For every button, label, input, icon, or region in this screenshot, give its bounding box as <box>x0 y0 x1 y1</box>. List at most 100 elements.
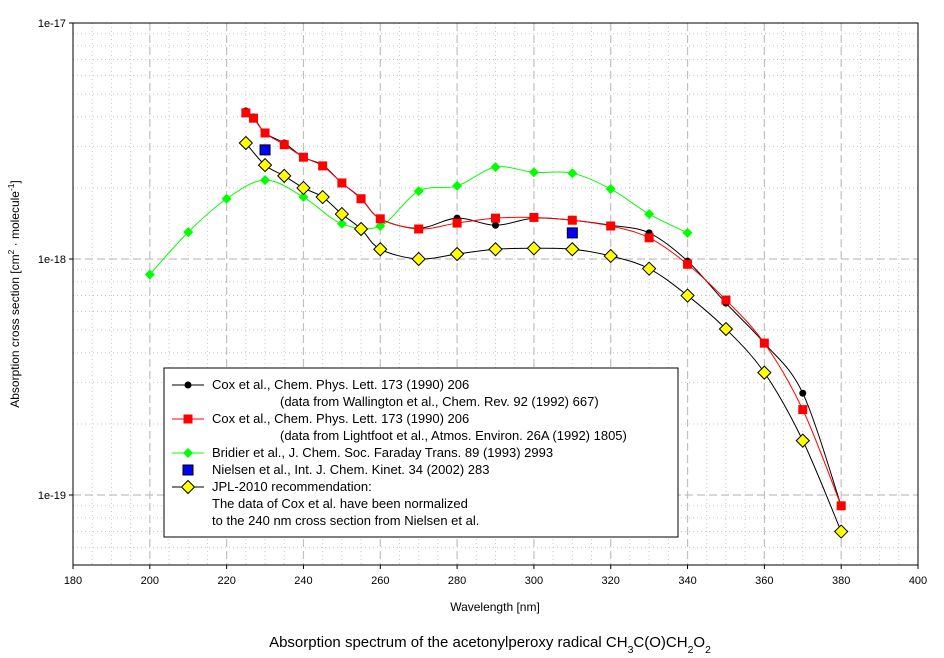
data-point-bridier <box>221 193 232 204</box>
x-tick-label: 220 <box>217 575 235 587</box>
title-segment: Absorption cross section [cm <box>8 254 22 407</box>
title-segment: -1 <box>6 183 16 191</box>
title-segment: C(O)CH <box>633 634 687 651</box>
series-cox-lightfoot <box>241 108 846 511</box>
legend-entry-jpl-note-1: The data of Cox et al. have been normali… <box>212 496 468 511</box>
x-tick-label: 380 <box>832 575 850 587</box>
title-segment: 2 <box>688 644 694 656</box>
data-point-bridier <box>682 227 693 238</box>
x-tick-label: 260 <box>371 575 389 587</box>
data-point-jpl-2010 <box>757 365 772 380</box>
legend-box <box>163 367 679 538</box>
x-tick-label: 300 <box>525 575 543 587</box>
title-segment: · molecule <box>8 191 22 250</box>
legend-marker-jpl-2010 <box>180 479 196 495</box>
legend-marker-bridier <box>183 448 193 458</box>
series-jpl-2010 <box>238 135 849 539</box>
data-point-cox-lightfoot <box>414 224 424 234</box>
data-point-bridier <box>183 227 194 238</box>
data-point-cox-lightfoot <box>683 259 693 269</box>
title-segment: ] <box>8 180 22 183</box>
data-point-jpl-2010 <box>334 206 350 222</box>
data-point-jpl-2010 <box>449 246 465 262</box>
data-point-bridier <box>260 175 271 186</box>
data-point-jpl-2010 <box>795 433 810 448</box>
x-tick-label: 280 <box>448 575 466 587</box>
data-point-cox-lightfoot <box>318 161 328 171</box>
data-point-cox-lightfoot <box>721 295 731 305</box>
data-point-jpl-2010 <box>680 288 695 303</box>
data-point-jpl-2010 <box>565 242 580 257</box>
data-point-bridier <box>567 168 578 179</box>
legend-markers <box>172 381 204 495</box>
data-point-jpl-2010 <box>526 241 542 256</box>
data-point-jpl-2010 <box>238 135 254 151</box>
data-point-cox-lightfoot <box>759 338 769 348</box>
legend-entry-cox-wallington-source: (data from Wallington et al., Chem. Rev.… <box>280 394 599 409</box>
data-point-cox-lightfoot <box>491 213 500 223</box>
data-point-jpl-2010 <box>718 321 734 337</box>
data-point-cox-lightfoot <box>260 128 270 138</box>
data-point-cox-lightfoot <box>606 221 616 231</box>
series-nielsen <box>259 144 578 239</box>
data-point-jpl-2010 <box>353 221 369 237</box>
x-tick-label: 200 <box>141 575 159 587</box>
data-point-jpl-2010 <box>603 248 618 264</box>
data-point-cox-lightfoot <box>279 140 289 150</box>
data-point-bridier <box>528 167 539 178</box>
title-segment: Absorption spectrum of the acetonylperox… <box>269 634 628 651</box>
data-point-bridier <box>298 192 309 203</box>
legend-marker-nielsen <box>182 464 194 476</box>
legend-entry-jpl-note-2: to the 240 nm cross section from Nielsen… <box>212 513 479 528</box>
legend-marker-cox-wallington <box>184 381 192 389</box>
x-tick-label: 360 <box>755 575 773 587</box>
data-point-jpl-2010 <box>488 242 503 257</box>
data-point-cox-lightfoot <box>644 233 654 243</box>
data-point-cox-lightfoot <box>249 113 259 123</box>
data-point-bridier <box>452 180 463 191</box>
legend-entry-jpl: JPL-2010 recommendation: <box>212 479 372 494</box>
x-tick-label: 340 <box>678 575 696 587</box>
data-point-cox-lightfoot <box>798 405 808 415</box>
data-point-cox-lightfoot <box>452 218 462 228</box>
chart-title: Absorption spectrum of the acetonylperox… <box>269 634 711 656</box>
data-point-bridier <box>375 220 386 231</box>
series-layer <box>144 107 849 539</box>
data-point-nielsen <box>566 227 578 239</box>
series-bridier <box>144 162 693 280</box>
y-tick-label: 1e-17 <box>38 18 66 30</box>
data-point-cox-lightfoot <box>356 194 366 204</box>
title-segment: O <box>693 634 705 651</box>
legend-entry-cox-lightfoot-source: (data from Lightfoot et al., Atmos. Envi… <box>280 428 627 443</box>
legend-entry-bridier: Bridier et al., J. Chem. Soc. Faraday Tr… <box>212 445 553 460</box>
data-point-bridier <box>144 269 155 280</box>
x-tick-label: 240 <box>294 575 312 587</box>
x-tick-label: 320 <box>602 575 620 587</box>
data-point-cox-lightfoot <box>529 212 539 222</box>
title-segment: 3 <box>628 644 634 656</box>
data-point-bridier <box>644 209 655 220</box>
data-point-jpl-2010 <box>641 261 657 276</box>
y-axis-label: Absorption cross section [cm2 · molecule… <box>6 180 22 408</box>
x-axis-ticks: 180 200 220 240 260 280 300 320 340 360 380 400 <box>64 565 927 587</box>
data-point-bridier <box>490 162 501 173</box>
data-point-bridier <box>413 186 424 197</box>
legend-entry-cox-wallington: Cox et al., Chem. Phys. Lett. 173 (1990)… <box>212 377 469 392</box>
y-axis-ticks: 1e-17 1e-18 1e-19 <box>38 18 73 502</box>
data-point-bridier <box>605 183 616 194</box>
data-point-jpl-2010 <box>833 524 849 539</box>
x-axis-label: Wavelength [nm] <box>450 600 540 614</box>
data-point-cox-wallington <box>492 221 499 229</box>
data-point-jpl-2010 <box>315 189 330 205</box>
legend-entry-nielsen: Nielsen et al., Int. J. Chem. Kinet. 34 … <box>212 462 489 477</box>
data-point-cox-lightfoot <box>337 178 347 188</box>
data-point-cox-lightfoot <box>241 108 251 118</box>
data-point-jpl-2010 <box>257 157 273 173</box>
data-point-jpl-2010 <box>373 242 388 257</box>
y-tick-label: 1e-19 <box>38 490 66 502</box>
title-segment: 2 <box>705 644 711 656</box>
data-point-jpl-2010 <box>296 180 311 196</box>
data-point-cox-lightfoot <box>298 152 308 162</box>
x-tick-label: 180 <box>64 575 82 587</box>
data-point-cox-lightfoot <box>375 214 385 224</box>
